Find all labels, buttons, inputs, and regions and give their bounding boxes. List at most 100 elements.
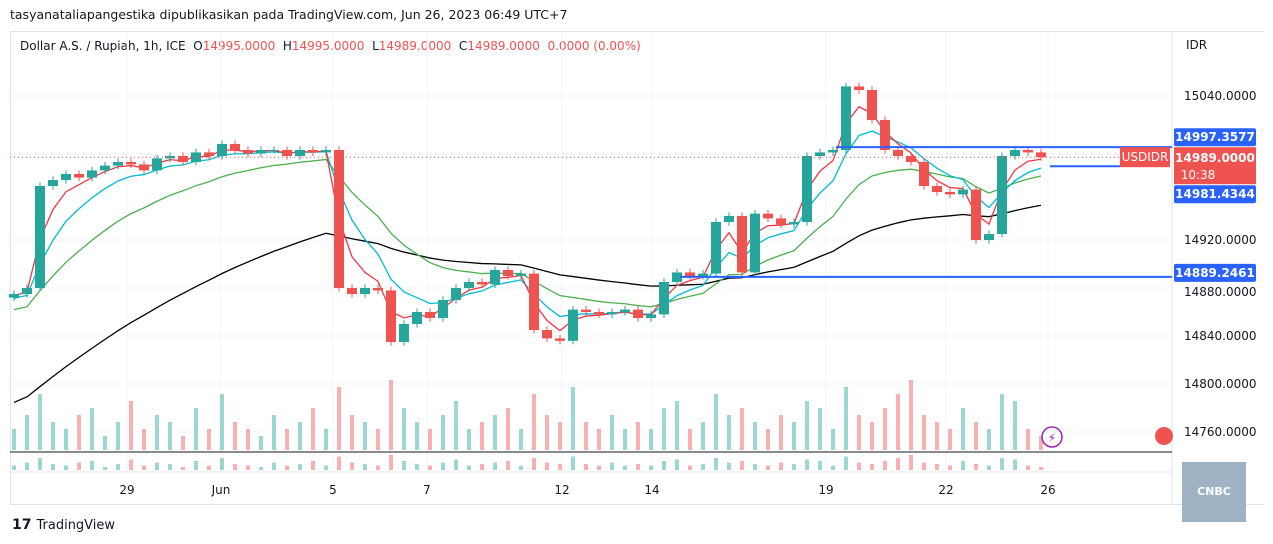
volume-bar: [831, 429, 835, 450]
volume-bar: [857, 415, 861, 450]
y-tick-label: 14880.0000: [1184, 285, 1257, 299]
x-tick-label: 12: [554, 483, 569, 497]
volume-bar-lower: [610, 462, 614, 470]
candle-body: [217, 144, 227, 156]
volume-bar-lower: [727, 462, 731, 470]
candle-body: [919, 162, 929, 186]
x-tick-label: 29: [119, 483, 134, 497]
volume-bar-lower: [974, 464, 978, 470]
volume-bar: [220, 394, 224, 450]
volume-bar: [285, 429, 289, 450]
chart-frame[interactable]: [10, 31, 1264, 505]
candle-body: [139, 164, 149, 171]
volume-bar-lower: [662, 461, 666, 470]
volume-bar: [103, 436, 107, 450]
volume-bar: [480, 422, 484, 450]
volume-bar: [948, 429, 952, 450]
x-tick-label: 22: [938, 483, 953, 497]
volume-bar: [207, 429, 211, 450]
volume-bar-lower: [181, 467, 185, 470]
volume-bar-lower: [753, 464, 757, 470]
volume-bar: [38, 394, 42, 450]
candle-body: [178, 156, 188, 162]
candle-body: [386, 290, 396, 342]
volume-bar: [805, 401, 809, 450]
volume-bar: [987, 429, 991, 450]
volume-bar: [753, 422, 757, 450]
open-label: O: [193, 39, 203, 53]
volume-bar-lower: [90, 461, 94, 470]
volume-bar-lower: [298, 464, 302, 470]
candle-body: [100, 165, 110, 171]
publish-info: tasyanataliapangestika dipublikasikan pa…: [10, 7, 568, 22]
ema-green-line: [13, 158, 1042, 311]
volume-bar-lower: [259, 467, 263, 470]
candle-body: [711, 222, 721, 274]
x-tick-label: Jun: [211, 483, 231, 497]
candle-body: [256, 150, 266, 154]
volume-bar-lower: [649, 465, 653, 470]
candle-body: [282, 150, 292, 156]
volume-bar-lower: [883, 461, 887, 470]
volume-bar: [168, 422, 172, 450]
volume-bar: [584, 422, 588, 450]
volume-bar: [818, 408, 822, 450]
candle-body: [334, 150, 344, 288]
x-tick-label: 7: [423, 483, 431, 497]
volume-bar-lower: [870, 464, 874, 470]
volume-bar-lower: [597, 465, 601, 470]
volume-bar-lower: [506, 461, 510, 470]
volume-bar-lower: [623, 465, 627, 470]
volume-bar: [545, 415, 549, 450]
volume-bar: [792, 422, 796, 450]
volume-bar-lower: [441, 462, 445, 470]
candle-body: [620, 309, 630, 312]
candle-body: [1010, 150, 1020, 156]
volume-bar-lower: [428, 465, 432, 470]
volume-bar-lower: [714, 458, 718, 470]
volume-bar: [961, 408, 965, 450]
volume-bar: [727, 415, 731, 450]
volume-bar-lower: [1039, 467, 1043, 470]
candle-body: [776, 218, 786, 225]
volume-bar-lower: [909, 455, 913, 470]
candle-body: [906, 156, 916, 162]
hline-price-label: 14889.2461: [1175, 266, 1255, 280]
lightning-icon: [1041, 426, 1063, 448]
high-value: 14995.0000: [291, 39, 365, 53]
volume-bar-lower: [701, 464, 705, 470]
volume-bar-lower: [285, 465, 289, 470]
volume-bar: [688, 429, 692, 450]
volume-bar-lower: [25, 462, 29, 470]
volume-bar: [766, 429, 770, 450]
volume-bar-lower: [688, 465, 692, 470]
volume-bar-lower: [116, 464, 120, 470]
volume-bar: [311, 408, 315, 450]
hline-price-label: 14997.3577: [1175, 130, 1255, 144]
volume-bar-lower: [558, 464, 562, 470]
volume-bar-lower: [571, 456, 575, 470]
volume-bar: [142, 429, 146, 450]
candle-body: [321, 150, 331, 153]
volume-bar-lower: [818, 461, 822, 470]
volume-bar-lower: [337, 456, 341, 470]
volume-bar-lower: [220, 458, 224, 470]
brand-name: TradingView: [36, 517, 116, 533]
volume-bar-lower: [233, 464, 237, 470]
volume-bar: [1013, 401, 1017, 450]
candle-body: [516, 273, 526, 276]
candle-body: [737, 216, 747, 273]
currency-label: IDR: [1186, 38, 1208, 52]
candle-body: [984, 234, 994, 240]
volume-bar: [519, 429, 523, 450]
tradingview-logo[interactable]: 17 TradingView: [12, 517, 115, 533]
hline-price-badge: [1174, 128, 1256, 147]
volume-bar-lower: [64, 465, 68, 470]
volume-bar-lower: [961, 461, 965, 470]
candle-body: [412, 312, 422, 324]
candle-body: [893, 150, 903, 156]
volume-bar-lower: [350, 462, 354, 470]
volume-bar-lower: [636, 464, 640, 470]
hline-price-badge: [1174, 263, 1256, 282]
